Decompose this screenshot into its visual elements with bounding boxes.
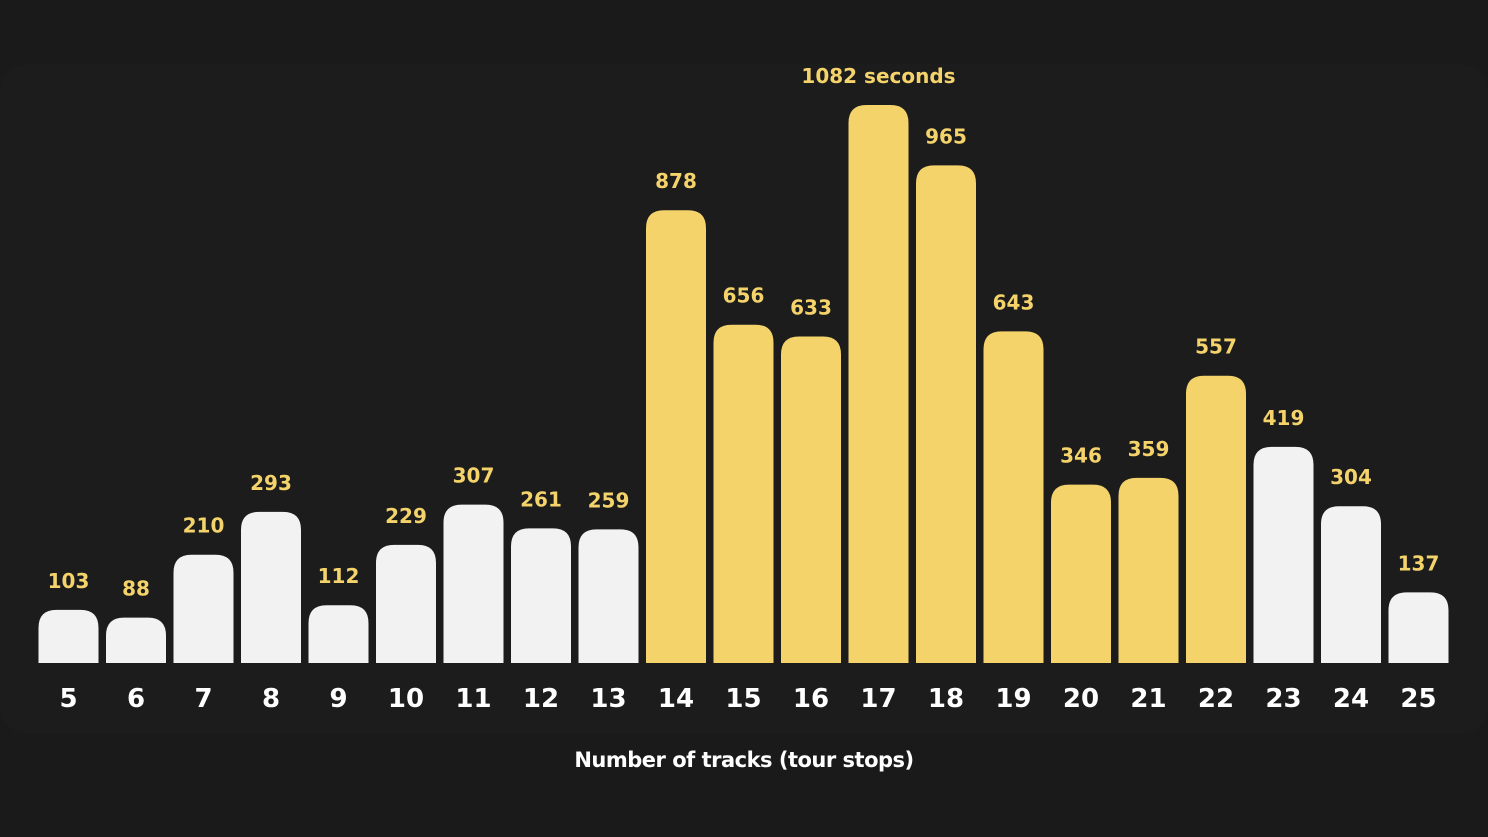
x-tick-25: 25 <box>1400 684 1436 714</box>
x-tick-7: 7 <box>194 684 212 714</box>
value-label-14: 878 <box>655 169 697 193</box>
x-tick-12: 12 <box>523 684 559 714</box>
value-label-13: 259 <box>588 488 630 512</box>
bar-13 <box>578 529 639 663</box>
bar-8 <box>241 511 301 663</box>
value-label-16: 633 <box>790 296 832 320</box>
bars-group <box>38 105 1449 663</box>
value-label-5: 103 <box>48 569 90 593</box>
bar-10 <box>376 544 436 663</box>
x-tick-13: 13 <box>590 684 626 714</box>
bar-5 <box>38 609 99 663</box>
bar-6 <box>106 617 166 663</box>
value-label-6: 88 <box>122 577 150 601</box>
x-tick-11: 11 <box>455 684 491 714</box>
x-tick-9: 9 <box>329 684 347 714</box>
bar-18 <box>916 165 976 663</box>
value-label-23: 419 <box>1263 406 1305 430</box>
value-label-21: 359 <box>1128 437 1170 461</box>
value-label-19: 643 <box>993 290 1035 314</box>
value-label-10: 229 <box>385 504 427 528</box>
bar-23 <box>1253 446 1314 663</box>
bar-21 <box>1118 477 1179 663</box>
bar-19 <box>983 331 1044 663</box>
x-tick-14: 14 <box>658 684 694 714</box>
x-tick-23: 23 <box>1265 684 1301 714</box>
bar-11 <box>443 504 504 663</box>
bar-20 <box>1051 484 1111 663</box>
bar-15 <box>713 324 774 663</box>
value-label-9: 112 <box>318 564 360 588</box>
value-label-12: 261 <box>520 487 562 511</box>
value-label-20: 346 <box>1060 444 1102 468</box>
x-tick-5: 5 <box>59 684 77 714</box>
x-tick-17: 17 <box>860 684 896 714</box>
x-tick-22: 22 <box>1198 684 1234 714</box>
bar-14 <box>646 210 706 663</box>
value-labels-group: 103 88 210 293 112 229 307 261 259 878 656 633 1082 … <box>48 64 1440 601</box>
x-tick-6: 6 <box>127 684 145 714</box>
x-tick-8: 8 <box>262 684 280 714</box>
bar-25 <box>1388 592 1449 663</box>
bar-7 <box>173 554 234 663</box>
bar-22 <box>1186 375 1246 663</box>
value-label-7: 210 <box>183 514 225 538</box>
x-tick-24: 24 <box>1333 684 1369 714</box>
bar-12 <box>511 528 571 663</box>
value-label-22: 557 <box>1195 335 1237 359</box>
bar-16 <box>781 336 841 663</box>
x-tick-labels-group: 5 6 7 8 9 10 11 12 13 14 15 16 17 18 19 20 21 22 23 24 25 <box>59 684 1436 714</box>
value-label-11: 307 <box>453 464 495 488</box>
x-axis-title: Number of tracks (tour stops) <box>574 748 914 772</box>
bar-17 <box>848 105 909 663</box>
bar-24 <box>1321 506 1381 663</box>
x-tick-10: 10 <box>388 684 424 714</box>
x-tick-19: 19 <box>995 684 1031 714</box>
bar-9 <box>308 605 369 663</box>
value-label-8: 293 <box>250 471 292 495</box>
value-label-17: 1082 seconds <box>801 64 955 88</box>
value-label-18: 965 <box>925 124 967 148</box>
x-tick-16: 16 <box>793 684 829 714</box>
value-label-15: 656 <box>723 284 765 308</box>
x-tick-21: 21 <box>1130 684 1166 714</box>
x-tick-15: 15 <box>725 684 761 714</box>
value-label-24: 304 <box>1330 465 1372 489</box>
x-tick-18: 18 <box>928 684 964 714</box>
value-label-25: 137 <box>1398 551 1440 575</box>
x-tick-20: 20 <box>1063 684 1099 714</box>
